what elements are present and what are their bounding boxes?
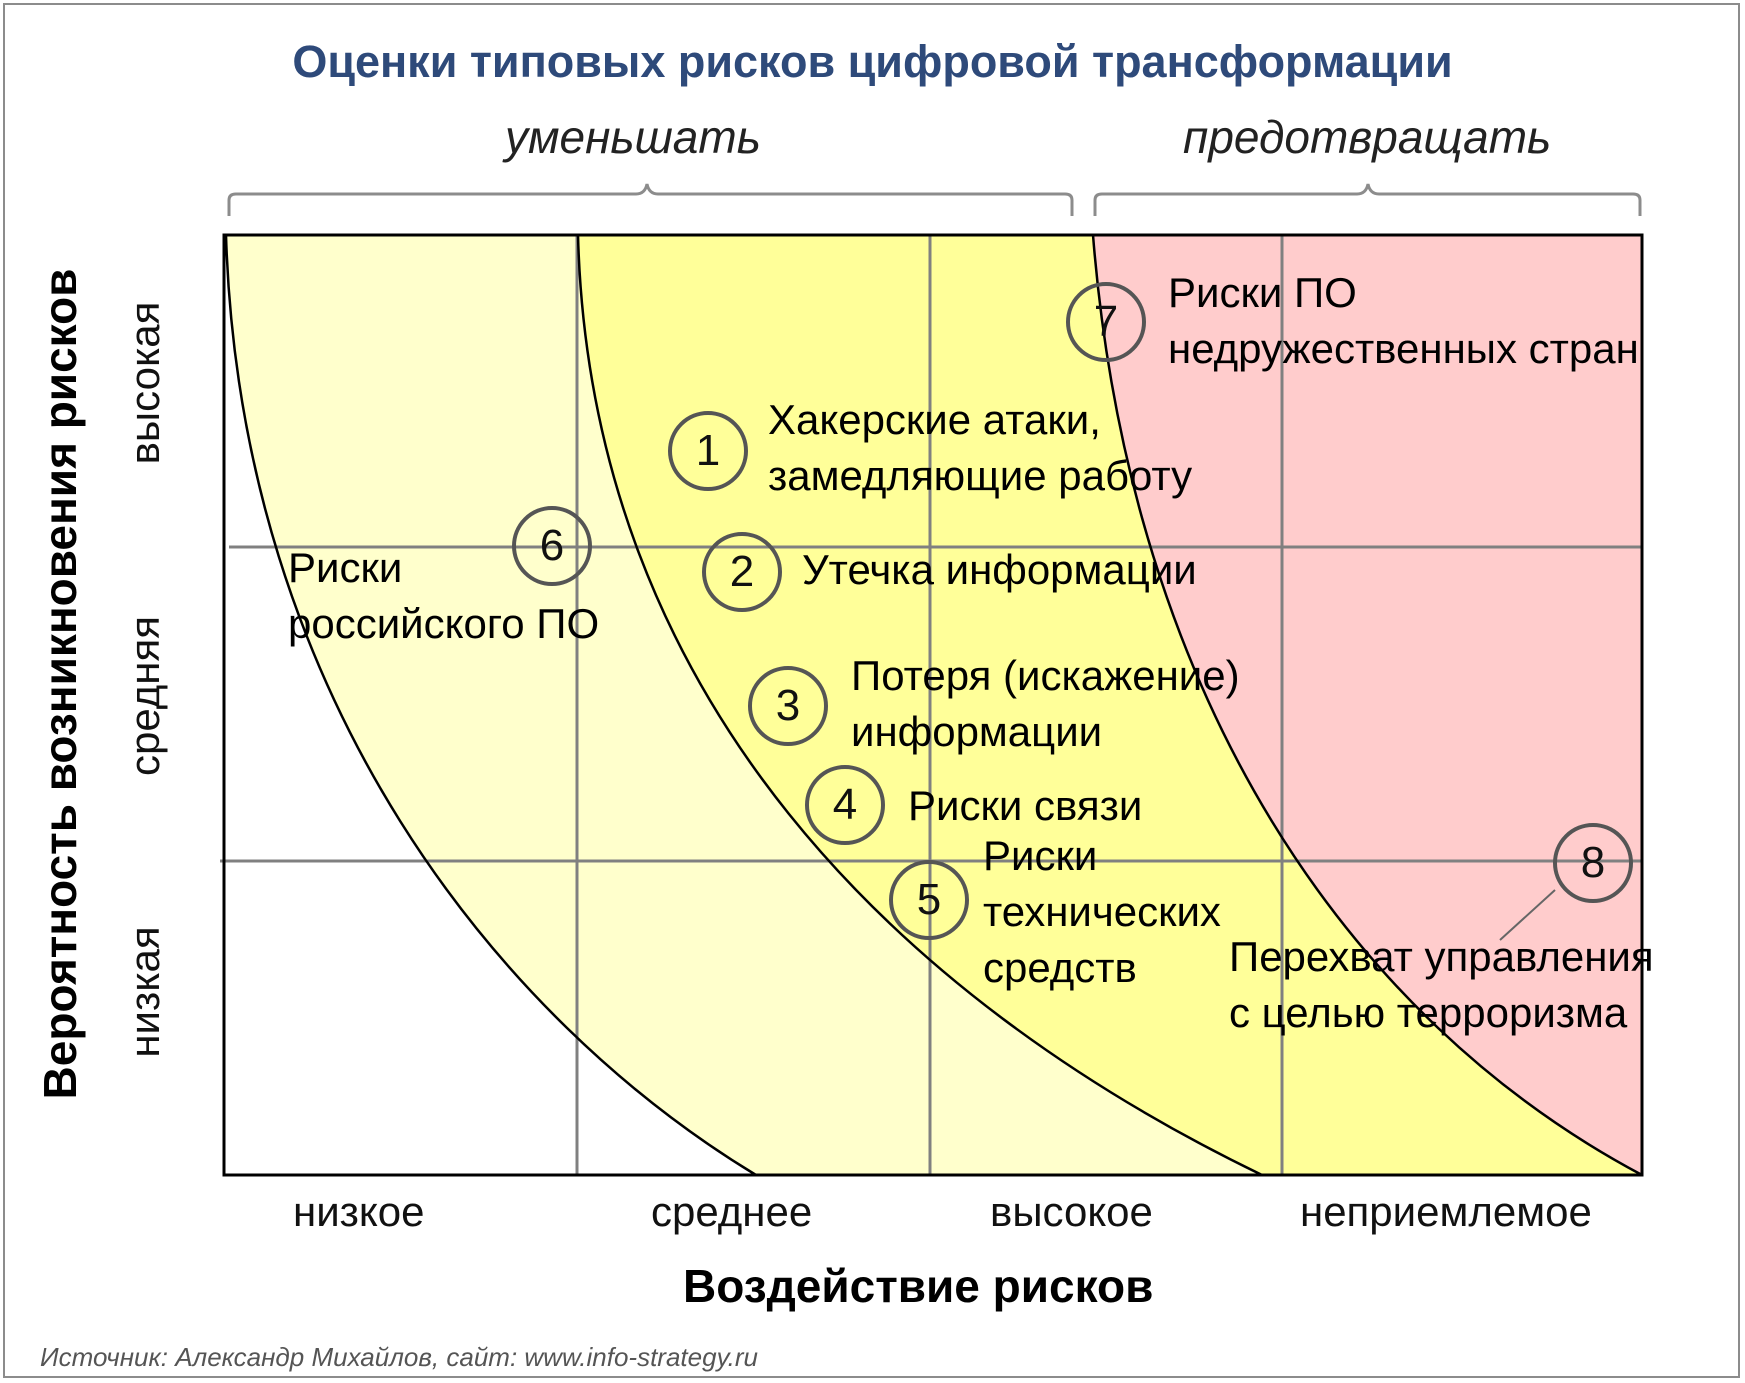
y-axis-title-text: Вероятность возникновения рисков bbox=[34, 268, 86, 1100]
y-tick-medium: средняя bbox=[121, 596, 169, 796]
risk-marker-3: 3 bbox=[748, 666, 828, 746]
page-title: Оценки типовых рисков цифровой трансформ… bbox=[292, 36, 1453, 87]
risk-label-line: замедляющие работу bbox=[768, 452, 1193, 499]
x-tick-high: высокое bbox=[990, 1188, 1153, 1235]
y-tick-text: средняя bbox=[121, 616, 168, 776]
risk-number: 1 bbox=[695, 426, 721, 475]
risk-label-line: информации bbox=[851, 708, 1103, 755]
zone-pale bbox=[226, 235, 1262, 1175]
plot-border bbox=[222, 233, 1644, 1177]
y-tick-text: высокая bbox=[121, 301, 168, 465]
risk-marker-7: 7 bbox=[1066, 282, 1146, 362]
y-tick-text: низкая bbox=[121, 926, 168, 1058]
risk-label-2: Утечка информации bbox=[802, 542, 1197, 598]
risk-marker-8: 8 bbox=[1553, 823, 1633, 903]
risk-label-5: Риски технических средств bbox=[983, 828, 1221, 996]
group-label-reduce: уменьшать bbox=[505, 111, 761, 163]
risk-marker-5: 5 bbox=[889, 860, 969, 940]
risk-number: 4 bbox=[832, 780, 858, 829]
boundary-curve-2 bbox=[576, 234, 1263, 1177]
risk-number: 2 bbox=[729, 547, 755, 596]
brace-left bbox=[227, 183, 1074, 216]
risk-marker-4: 4 bbox=[805, 765, 885, 845]
risk-label-line: Риски связи bbox=[908, 782, 1143, 829]
risk-label-6: Риски российского ПО bbox=[288, 540, 599, 652]
boundary-curve-3 bbox=[1091, 234, 1643, 1177]
x-axis-title: Воздействие рисков bbox=[683, 1260, 1154, 1312]
zone-red bbox=[1093, 235, 1642, 1175]
risk-marker-1: 1 bbox=[668, 411, 748, 491]
risk-label-line: технических bbox=[983, 888, 1221, 935]
risk-label-line: Риски bbox=[983, 832, 1098, 879]
risk-label-4: Риски связи bbox=[908, 778, 1142, 834]
risk-label-line: с целью терроризма bbox=[1229, 989, 1628, 1036]
risk-label-3: Потеря (искажение) информации bbox=[851, 648, 1240, 760]
y-tick-high: высокая bbox=[121, 283, 169, 483]
risk-label-line: Риски bbox=[288, 544, 403, 591]
risk-label-line: российского ПО bbox=[288, 600, 600, 647]
risk-label-8: Перехват управления с целью терроризма bbox=[1229, 929, 1654, 1041]
source-note: Источник: Александр Михайлов, сайт: www.… bbox=[40, 1342, 758, 1372]
risk-number: 6 bbox=[539, 521, 565, 570]
risk-number: 8 bbox=[1580, 838, 1606, 887]
x-tick-unacceptable: неприемлемое bbox=[1300, 1188, 1592, 1235]
risk-marker-2: 2 bbox=[702, 532, 782, 612]
risk-label-line: Перехват управления bbox=[1229, 933, 1654, 980]
leader-line-8 bbox=[1499, 889, 1556, 941]
risk-number: 5 bbox=[916, 875, 942, 924]
brace-right bbox=[1093, 183, 1642, 216]
y-tick-low: низкая bbox=[121, 892, 169, 1092]
risk-marker-6: 6 bbox=[512, 506, 592, 586]
risk-label-line: средств bbox=[983, 944, 1137, 991]
diagram-frame bbox=[3, 3, 1740, 1378]
zone-yellow bbox=[578, 235, 1642, 1175]
y-axis-title: Вероятность возникновения рисков bbox=[33, 234, 87, 1134]
risk-number: 3 bbox=[775, 681, 801, 730]
risk-label-line: Утечка информации bbox=[802, 546, 1197, 593]
group-label-prevent: предотвращать bbox=[1183, 111, 1552, 163]
risk-label-line: Потеря (искажение) bbox=[851, 652, 1240, 699]
risk-number: 7 bbox=[1093, 297, 1119, 346]
x-tick-medium: среднее bbox=[651, 1188, 813, 1235]
risk-label-1: Хакерские атаки, замедляющие работу bbox=[768, 392, 1192, 504]
risk-label-7: Риски ПО недружественных стран bbox=[1168, 265, 1639, 377]
boundary-curve-1 bbox=[224, 234, 757, 1177]
x-tick-low: низкое bbox=[293, 1188, 425, 1235]
risk-label-line: Хакерские атаки, bbox=[768, 396, 1101, 443]
risk-label-line: недружественных стран bbox=[1168, 325, 1639, 372]
risk-label-line: Риски ПО bbox=[1168, 269, 1357, 316]
